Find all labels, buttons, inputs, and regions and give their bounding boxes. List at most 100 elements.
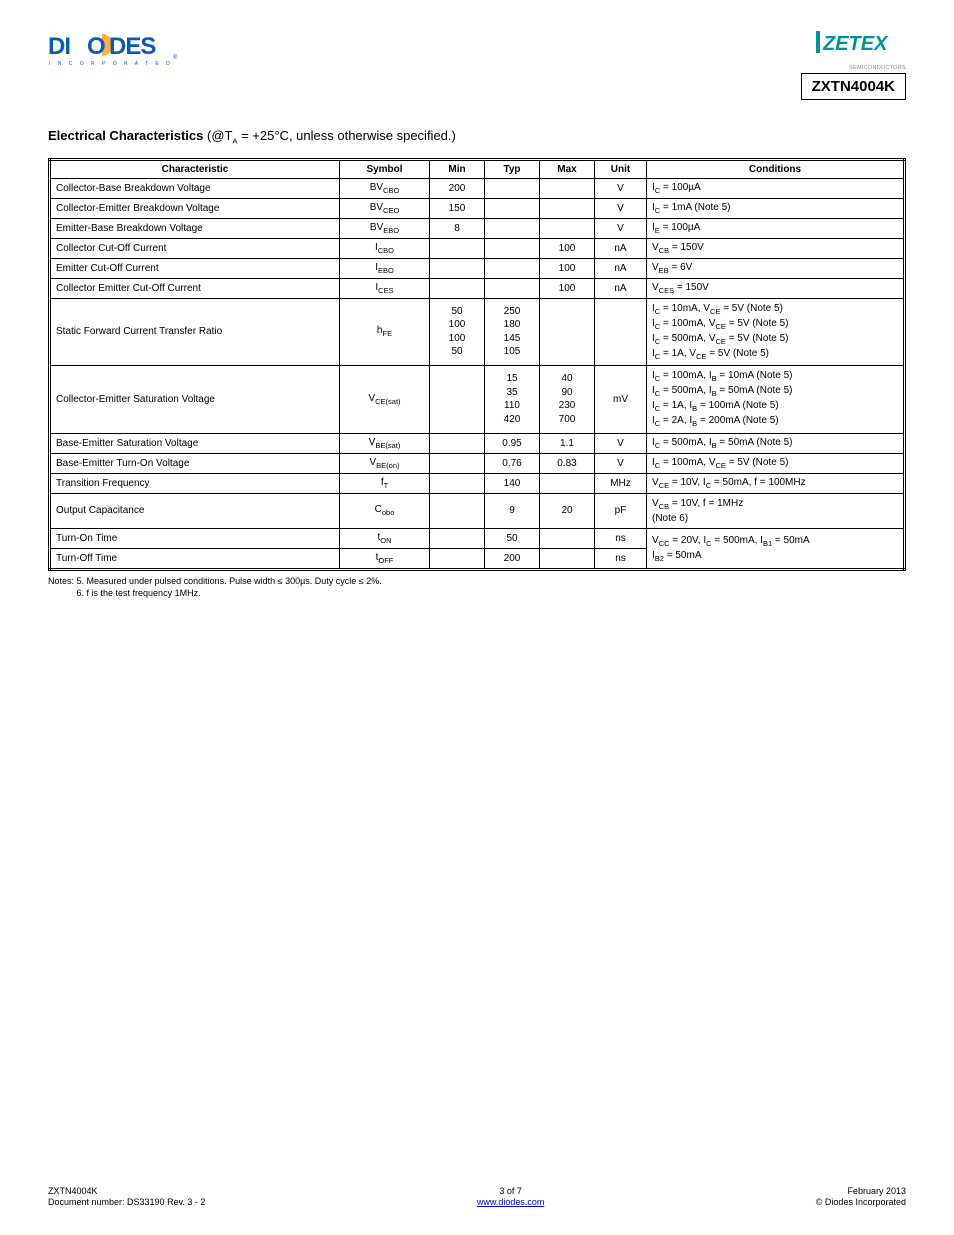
cell: 0.76: [485, 453, 540, 473]
cell-param: Emitter-Base Breakdown Voltage: [50, 218, 340, 238]
cell: 0.95: [485, 433, 540, 453]
cell: [430, 549, 485, 570]
svg-text:I N C O R P O R A T E D: I N C O R P O R A T E D: [49, 61, 173, 67]
cell-symbol: VBE(sat): [340, 433, 430, 453]
cell: [540, 298, 595, 366]
cell: 8: [430, 218, 485, 238]
th-symbol: Symbol: [340, 159, 430, 178]
cell: 140: [485, 473, 540, 493]
part-number-box: ZXTN4004K: [801, 73, 906, 100]
cell-param: Collector Cut-Off Current: [50, 238, 340, 258]
header-right: ZETEX SEMICONDUCTORS ZXTN4004K: [801, 30, 906, 100]
diodes-logo: DI O DES ® I N C O R P O R A T E D: [48, 30, 223, 75]
cell-param: Static Forward Current Transfer Ratio: [50, 298, 340, 366]
zetex-subtext: SEMICONDUCTORS: [801, 65, 906, 71]
cell-symbol: BVCEO: [340, 198, 430, 218]
cell-conditions: VCES = 150V: [647, 278, 905, 298]
cell-conditions: IC = 100mA, VCE = 5V (Note 5): [647, 453, 905, 473]
cell-unit: V: [595, 433, 647, 453]
cell-symbol: BVEBO: [340, 218, 430, 238]
cell: [540, 218, 595, 238]
th-typ: Typ: [485, 159, 540, 178]
cell-conditions: VCC = 20V, IC = 500mA, IB1 = 50mAIB2 = 5…: [647, 529, 905, 570]
cell-symbol: tOFF: [340, 549, 430, 570]
cell-conditions: VCB = 10V, f = 1MHz(Note 6): [647, 493, 905, 529]
section-title-text: Electrical Characteristics: [48, 128, 203, 143]
table-row: Collector-Emitter Breakdown VoltageBVCEO…: [50, 198, 905, 218]
cell: 0.83: [540, 453, 595, 473]
table-row: Base-Emitter Saturation VoltageVBE(sat) 0…: [50, 433, 905, 453]
footer-link[interactable]: www.diodes.com: [477, 1197, 545, 1207]
th-max: Max: [540, 159, 595, 178]
cell: 5010010050: [430, 298, 485, 366]
th-min: Min: [430, 159, 485, 178]
cell-symbol: VCE(sat): [340, 366, 430, 434]
cell-param: Emitter Cut-Off Current: [50, 258, 340, 278]
footer-copy: © Diodes Incorporated: [816, 1197, 906, 1209]
table-row: Collector Emitter Cut-Off CurrentICES100…: [50, 278, 905, 298]
footer-page: 3 of 7: [477, 1186, 545, 1198]
cell-conditions: IC = 100mA, IB = 10mA (Note 5)IC = 500mA…: [647, 366, 905, 434]
cell: [430, 473, 485, 493]
cell-unit: pF: [595, 493, 647, 529]
cell: [485, 178, 540, 198]
cell: 9: [485, 493, 540, 529]
cell-symbol: ICES: [340, 278, 430, 298]
th-unit: Unit: [595, 159, 647, 178]
cell: 50: [485, 529, 540, 549]
cell: 200: [485, 549, 540, 570]
cell-symbol: ICBO: [340, 238, 430, 258]
cell: [485, 238, 540, 258]
cell-symbol: Cobo: [340, 493, 430, 529]
notes-label: Notes:: [48, 576, 74, 586]
cell: 250180145105: [485, 298, 540, 366]
table-row: Emitter-Base Breakdown VoltageBVEBO8VIE …: [50, 218, 905, 238]
cell-conditions: IE = 100µA: [647, 218, 905, 238]
cell-unit: nA: [595, 278, 647, 298]
cell-param: Turn-On Time: [50, 529, 340, 549]
svg-text:ZETEX: ZETEX: [822, 33, 889, 55]
cell-param: Base-Emitter Saturation Voltage: [50, 433, 340, 453]
notes: Notes: 5. Measured under pulsed conditio…: [48, 575, 906, 599]
cell-unit: V: [595, 453, 647, 473]
cell-unit: [595, 298, 647, 366]
cell-param: Collector-Emitter Saturation Voltage: [50, 366, 340, 434]
table-row: Output CapacitanceCobo 920pFVCB = 10V, f …: [50, 493, 905, 529]
section-title: Electrical Characteristics (@TA = +25°C,…: [48, 128, 906, 146]
cell: [540, 529, 595, 549]
cell: [430, 238, 485, 258]
cell-param: Collector Emitter Cut-Off Current: [50, 278, 340, 298]
cell: 20: [540, 493, 595, 529]
cell-symbol: BVCBO: [340, 178, 430, 198]
th-conditions: Conditions: [647, 159, 905, 178]
cell-param: Transition Frequency: [50, 473, 340, 493]
cell-conditions: IC = 10mA, VCE = 5V (Note 5)IC = 100mA, …: [647, 298, 905, 366]
cell-param: Base-Emitter Turn-On Voltage: [50, 453, 340, 473]
cell: 1.1: [540, 433, 595, 453]
svg-text:O: O: [87, 33, 105, 60]
footer-left: ZXTN4004K Document number: DS33190 Rev. …: [48, 1186, 205, 1209]
cell-unit: V: [595, 178, 647, 198]
svg-text:®: ®: [173, 54, 178, 61]
svg-text:DES: DES: [109, 33, 156, 60]
footer-center: 3 of 7 www.diodes.com: [477, 1186, 545, 1209]
cell: 1535110420: [485, 366, 540, 434]
table-row: Collector-Emitter Saturation VoltageVCE(…: [50, 366, 905, 434]
cell: 100: [540, 258, 595, 278]
cell-symbol: IEBO: [340, 258, 430, 278]
th-characteristic: Characteristic: [50, 159, 340, 178]
cell: [540, 473, 595, 493]
zetex-logo-svg: ZETEX: [816, 30, 906, 60]
footer-right: February 2013 © Diodes Incorporated: [816, 1186, 906, 1209]
cell-conditions: IC = 500mA, IB = 50mA (Note 5): [647, 433, 905, 453]
footer: ZXTN4004K Document number: DS33190 Rev. …: [48, 1186, 906, 1209]
cell: [485, 278, 540, 298]
cell-conditions: IC = 1mA (Note 5): [647, 198, 905, 218]
cell-conditions: VEB = 6V: [647, 258, 905, 278]
cell: [540, 198, 595, 218]
cell: [430, 366, 485, 434]
cell-param: Collector-Emitter Breakdown Voltage: [50, 198, 340, 218]
cell-symbol: fT: [340, 473, 430, 493]
cell-param: Output Capacitance: [50, 493, 340, 529]
cell: [485, 218, 540, 238]
